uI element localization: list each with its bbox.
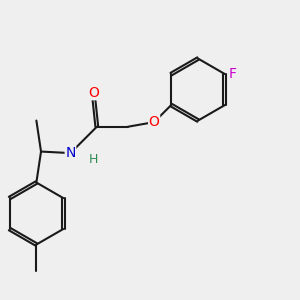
Text: N: N (65, 146, 76, 160)
Text: F: F (229, 67, 237, 81)
Text: H: H (89, 153, 98, 166)
Text: O: O (88, 86, 99, 100)
Text: O: O (149, 115, 160, 129)
